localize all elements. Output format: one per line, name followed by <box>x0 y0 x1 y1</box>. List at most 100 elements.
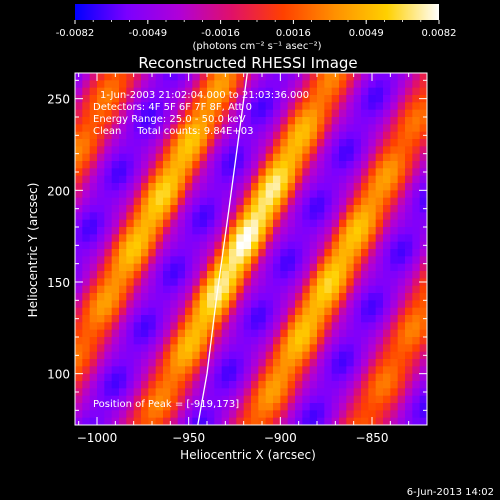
heatmap-cell <box>221 366 230 375</box>
heatmap-cell <box>148 381 157 389</box>
heatmap-cell <box>390 197 399 206</box>
heatmap-cell <box>185 168 193 177</box>
heatmap-cell <box>163 337 171 345</box>
heatmap-cell <box>265 322 274 331</box>
heatmap-cell <box>221 109 230 118</box>
heatmap-cell <box>221 373 230 382</box>
heatmap-cell <box>243 344 252 353</box>
heatmap-cell <box>375 293 384 301</box>
heatmap-cell <box>133 205 142 213</box>
heatmap-cell <box>265 227 274 235</box>
heatmap-cell <box>383 351 391 360</box>
heatmap-cell <box>273 388 281 397</box>
heatmap-cell <box>317 263 325 272</box>
heatmap-cell <box>368 388 377 397</box>
heatmap-cell <box>405 234 413 243</box>
heatmap-cell <box>265 80 274 89</box>
heatmap-cell <box>75 219 83 228</box>
heatmap-cell <box>361 300 369 309</box>
heatmap-cell <box>412 403 421 411</box>
heatmap-cell <box>141 410 149 419</box>
heatmap-cell <box>295 190 303 199</box>
heatmap-cell <box>412 307 421 316</box>
heatmap-cell <box>133 293 142 301</box>
heatmap-cell <box>295 109 303 118</box>
heatmap-cell <box>412 212 421 221</box>
heatmap-cell <box>383 102 391 111</box>
heatmap-cell <box>126 139 135 147</box>
heatmap-cell <box>324 249 333 257</box>
heatmap-cell <box>317 161 325 169</box>
heatmap-cell <box>111 373 120 382</box>
heatmap-cell <box>89 241 98 250</box>
heatmap-cell <box>339 234 347 243</box>
heatmap-cell <box>126 366 135 375</box>
heatmap-cell <box>141 175 149 184</box>
y-tick-label: 200 <box>47 184 70 198</box>
heatmap-cell <box>243 153 252 162</box>
heatmap-cell <box>287 395 296 404</box>
heatmap-cell <box>229 205 237 213</box>
heatmap-cell <box>185 410 193 419</box>
heatmap-cell <box>251 234 259 243</box>
heatmap-cell <box>155 373 164 382</box>
heatmap-cell <box>251 117 259 125</box>
heatmap-cell <box>185 256 193 265</box>
heatmap-cell <box>148 373 157 382</box>
heatmap-cell <box>412 227 421 235</box>
heatmap-cell <box>375 241 384 250</box>
heatmap-cell <box>141 271 149 279</box>
heatmap-cell <box>243 219 252 228</box>
heatmap-cell <box>221 95 230 103</box>
heatmap-cell <box>207 212 215 221</box>
heatmap-cell <box>251 183 259 191</box>
heatmap-cell <box>273 293 281 301</box>
heatmap-cell <box>133 146 142 155</box>
heatmap-cell <box>251 212 259 221</box>
heatmap-cell <box>251 381 259 389</box>
heatmap-cell <box>361 227 369 235</box>
heatmap-cell <box>324 109 333 118</box>
heatmap-cell <box>229 117 237 125</box>
heatmap-cell <box>368 329 377 338</box>
heatmap-cell <box>170 388 179 397</box>
heatmap-cell <box>111 87 120 96</box>
heatmap-cell <box>346 227 355 235</box>
heatmap-cell <box>82 278 91 287</box>
heatmap-cell <box>97 234 105 243</box>
heatmap-cell <box>214 109 223 118</box>
heatmap-cell <box>221 117 230 125</box>
heatmap-cell <box>287 322 296 331</box>
heatmap-cell <box>339 109 347 118</box>
heatmap-cell <box>265 285 274 294</box>
heatmap-cell <box>361 95 369 103</box>
heatmap-cell <box>133 227 142 235</box>
heatmap-cell <box>346 219 355 228</box>
heatmap-cell <box>185 161 193 169</box>
heatmap-cell <box>273 395 281 404</box>
heatmap-cell <box>207 322 215 331</box>
heatmap-cell <box>170 344 179 353</box>
heatmap-cell <box>236 388 245 397</box>
heatmap-cell <box>82 351 91 360</box>
heatmap-cell <box>353 271 362 279</box>
heatmap-cell <box>412 234 421 243</box>
heatmap-cell <box>126 73 135 81</box>
heatmap-cell <box>119 219 127 228</box>
heatmap-cell <box>383 153 391 162</box>
heatmap-cell <box>177 417 186 425</box>
heatmap-cell <box>258 359 267 367</box>
heatmap-cell <box>243 410 252 419</box>
heatmap-cell <box>397 175 406 184</box>
heatmap-cell <box>214 337 223 345</box>
heatmap-cell <box>295 131 303 140</box>
heatmap-cell <box>207 234 215 243</box>
heatmap-cell <box>375 417 384 425</box>
heatmap-cell <box>368 131 377 140</box>
heatmap-cell <box>236 183 245 191</box>
heatmap-cell <box>302 139 311 147</box>
heatmap-cell <box>133 80 142 89</box>
heatmap-cell <box>368 300 377 309</box>
heatmap-cell <box>317 205 325 213</box>
heatmap-cell <box>375 131 384 140</box>
